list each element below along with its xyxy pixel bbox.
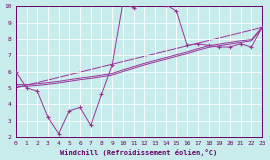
X-axis label: Windchill (Refroidissement éolien,°C): Windchill (Refroidissement éolien,°C) xyxy=(60,149,218,156)
